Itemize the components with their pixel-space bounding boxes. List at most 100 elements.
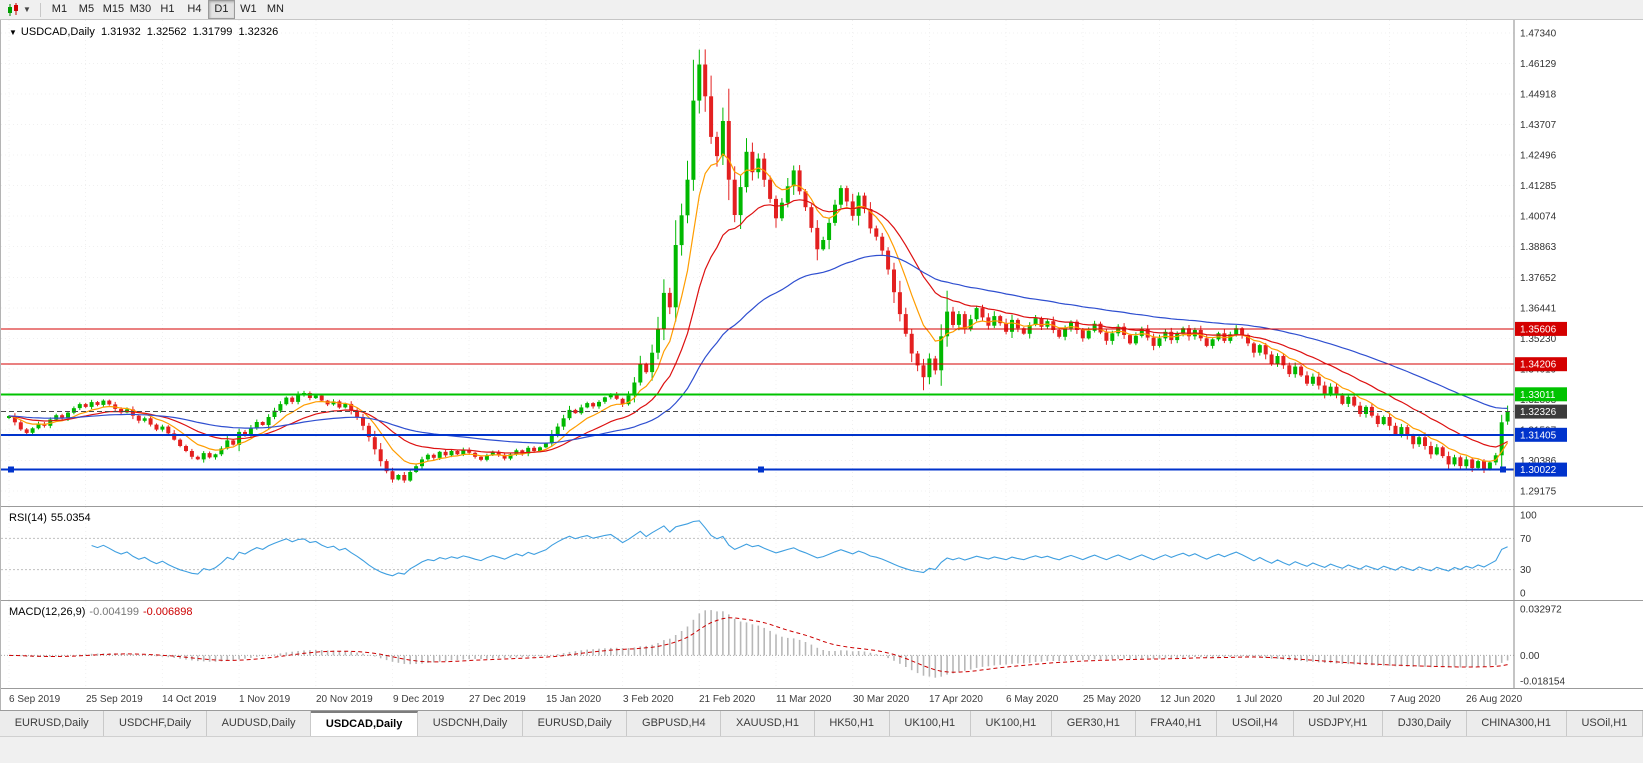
timeframe-button-h1[interactable]: H1 [160, 3, 175, 15]
timeframe-button-m1[interactable]: M1 [51, 3, 68, 15]
price-scale-label: 1.40074 [1520, 212, 1557, 223]
chart-tab-china300-h1[interactable]: CHINA300,H1 [1466, 711, 1567, 736]
level-line-handle[interactable] [1500, 466, 1506, 473]
rsi-scale-label: 100 [1520, 511, 1537, 522]
price-level-badge[interactable] [1515, 321, 1567, 336]
rsi-scale-label: 0 [1520, 589, 1526, 600]
macd-scale-label: 0.00 [1520, 651, 1540, 662]
macd-histogram [14, 610, 1509, 678]
price-level-badge-text: 1.35606 [1520, 324, 1557, 335]
timeframe-button-m30[interactable]: M30 [129, 3, 152, 15]
price-scale-label: 1.47340 [1520, 29, 1557, 40]
date-axis-label: 17 Apr 2020 [929, 694, 983, 705]
level-line-handle[interactable] [758, 466, 764, 473]
chart-tab-usdcnh-daily[interactable]: USDCNH,Daily [418, 711, 523, 736]
price-chart-canvas[interactable]: 1.47340 1.46129 1.44918 1.43707 1.42496 1.412… [1, 20, 1643, 506]
timeframe-button-w1[interactable]: W1 [240, 3, 257, 15]
chart-tab-usdchf-daily[interactable]: USDCHF,Daily [104, 711, 207, 736]
macd-main-value: -0.004199 [89, 606, 139, 618]
macd-signal-value: -0.006898 [142, 606, 193, 618]
date-axis-label: 1 Nov 2019 [239, 694, 291, 705]
chart-tab-usdjpy-h1[interactable]: USDJPY,H1 [1293, 711, 1384, 736]
ohlc-close: 1.32326 [238, 26, 279, 38]
toolbar: ▼ M1 M5 M15 M30 H1 H4 D1 W1 MN [0, 0, 1643, 20]
macd-panel: 0.032972 0.00 -0.018154 MACD(12,26,9) -0.00… [1, 600, 1643, 688]
price-scale-label: 1.37652 [1520, 273, 1557, 284]
price-level-badge-text: 1.34206 [1520, 360, 1557, 371]
rsi-name: RSI(14) [9, 512, 47, 524]
macd-scale-label: 0.032972 [1520, 605, 1562, 616]
chart-tab-usoil-h4[interactable]: USOil,H4 [1217, 711, 1294, 736]
window-chrome-bottom [0, 736, 1643, 763]
macd-scale-label: -0.018154 [1520, 677, 1565, 688]
date-axis-label: 21 Feb 2020 [699, 694, 756, 705]
date-axis-label: 14 Oct 2019 [162, 694, 217, 705]
chart-tab-fra40-h1[interactable]: FRA40,H1 [1135, 711, 1218, 736]
timeframe-button-m15[interactable]: M15 [102, 3, 125, 15]
rsi-label: RSI(14) 55.0354 [9, 512, 95, 524]
price-level-badge-text: 1.33011 [1520, 390, 1556, 401]
price-scale-label: 1.44918 [1520, 90, 1557, 101]
price-level-badge[interactable] [1515, 387, 1567, 402]
price-level-badge[interactable] [1515, 357, 1567, 372]
timeframe-button-d1[interactable]: D1 [207, 0, 235, 19]
date-axis-label: 25 May 2020 [1083, 694, 1141, 705]
price-level-badge[interactable] [1515, 404, 1567, 419]
price-level-badge-text: 1.31405 [1520, 430, 1557, 441]
date-axis-label: 30 Mar 2020 [853, 694, 910, 705]
chart-tab-ger30-h1[interactable]: GER30,H1 [1052, 711, 1136, 736]
rsi-panel: 100 70 30 0 RSI(14) 55.0354 [1, 506, 1643, 600]
date-axis-label: 1 Jul 2020 [1236, 694, 1283, 705]
chart-tab-eurusd-daily[interactable]: EURUSD,Daily [522, 711, 628, 736]
date-axis-label: 26 Aug 2020 [1466, 694, 1523, 705]
level-line-handle[interactable] [8, 466, 14, 473]
rsi-value: 55.0354 [50, 512, 91, 524]
macd-label: MACD(12,26,9) -0.004199 -0.006898 [9, 606, 197, 618]
rsi-line [91, 520, 1508, 577]
toolbar-separator [39, 2, 41, 17]
chart-symbol-period: USDCAD,Daily [20, 26, 95, 38]
chart-type-dropdown-icon[interactable]: ▼ [23, 5, 31, 14]
price-scale-label: 1.38863 [1520, 242, 1557, 253]
price-scale[interactable]: 1.47340 1.46129 1.44918 1.43707 1.42496 1.412… [1515, 29, 1567, 498]
price-grid [1, 20, 1514, 506]
macd-chart-canvas[interactable]: 0.032972 0.00 -0.018154 [1, 601, 1643, 688]
price-level-badge-text: 1.30022 [1520, 465, 1557, 476]
price-scale-label: 1.36441 [1520, 303, 1557, 314]
chart-tab-dj30-daily[interactable]: DJ30,Daily [1383, 711, 1467, 736]
price-level-badge-text: 1.32326 [1520, 407, 1557, 418]
ohlc-high: 1.32562 [146, 26, 187, 38]
chart-tab-xauusd-h1[interactable]: XAUUSD,H1 [721, 711, 815, 736]
timeframe-button-h4[interactable]: H4 [187, 3, 202, 15]
chart-tab-hk50-h1[interactable]: HK50,H1 [814, 711, 890, 736]
timeframe-button-mn[interactable]: MN [266, 3, 284, 15]
price-scale-label: 1.43707 [1520, 120, 1557, 131]
timeframe-button-m5[interactable]: M5 [78, 3, 95, 15]
date-axis[interactable]: 6 Sep 2019 25 Sep 2019 14 Oct 2019 1 Nov 20… [1, 688, 1643, 710]
date-axis-label: 3 Feb 2020 [623, 694, 674, 705]
price-scale-label: 1.41285 [1520, 181, 1557, 192]
collapse-arrow-icon[interactable]: ▼ [9, 28, 17, 37]
macd-signal-line [8, 617, 1508, 673]
timeframe-buttons: M1 M5 M15 M30 H1 H4 D1 W1 MN [46, 0, 289, 19]
chart-tab-usoil-h1[interactable]: USOil,H1 [1566, 711, 1643, 736]
date-axis-label: 27 Dec 2019 [469, 694, 526, 705]
chart-tab-uk100-h1[interactable]: UK100,H1 [889, 711, 971, 736]
chart-tab-audusd-daily[interactable]: AUDUSD,Daily [206, 711, 312, 736]
chart-tab-gbpusd-h4[interactable]: GBPUSD,H4 [627, 711, 722, 736]
rsi-chart-canvas[interactable]: 100 70 30 0 [1, 507, 1643, 600]
date-axis-label: 6 Sep 2019 [9, 694, 61, 705]
price-scale-label: 1.30386 [1520, 456, 1557, 467]
price-level-badge[interactable] [1515, 462, 1567, 477]
rsi-scale-label: 30 [1520, 565, 1532, 576]
chart-tab-eurusd-daily[interactable]: EURUSD,Daily [0, 711, 105, 736]
chart-tab-uk100-h1[interactable]: UK100,H1 [970, 711, 1053, 736]
ohlc-open: 1.31932 [100, 26, 141, 38]
ohlc-low: 1.31799 [192, 26, 233, 38]
candlestick-chart-icon[interactable] [4, 2, 22, 18]
chart-tab-usdcad-daily[interactable]: USDCAD,Daily [311, 711, 419, 736]
price-scale-label: 1.42496 [1520, 151, 1557, 162]
price-level-badge[interactable] [1515, 427, 1567, 442]
candles [7, 49, 1510, 483]
